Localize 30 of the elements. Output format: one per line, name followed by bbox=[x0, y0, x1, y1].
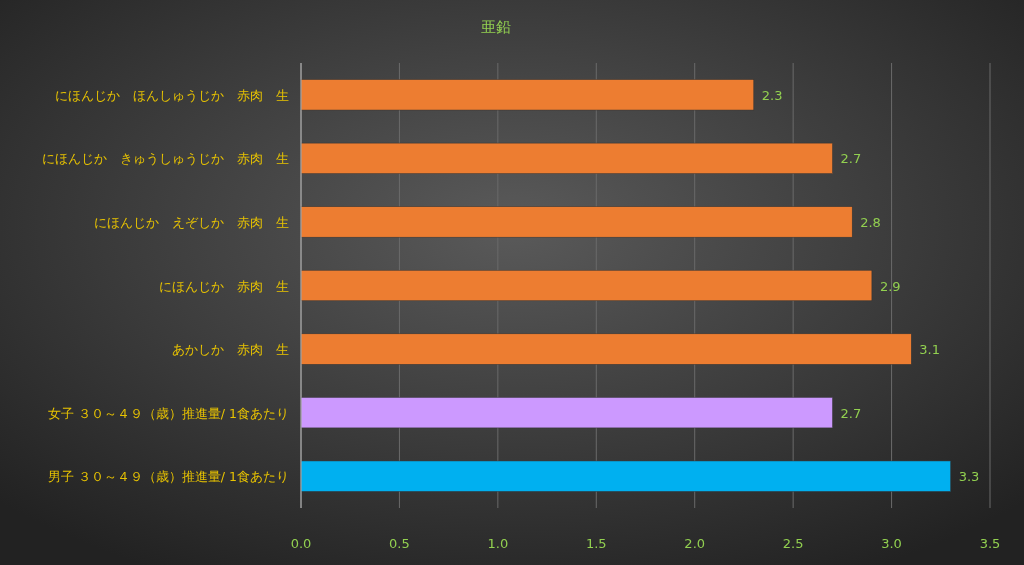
bar bbox=[300, 206, 853, 238]
bar bbox=[300, 460, 951, 492]
x-tick-label: 3.5 bbox=[979, 536, 1001, 551]
bar bbox=[300, 269, 873, 302]
data-label: 3.3 bbox=[958, 469, 980, 485]
y-tick-label: にほんじか ほんしゅうじか 赤肉 生 bbox=[55, 87, 289, 103]
x-tick-label: 0.0 bbox=[290, 536, 312, 551]
x-tick-label: 2.5 bbox=[782, 536, 804, 551]
y-tick-label: あかしか 赤肉 生 bbox=[172, 342, 289, 358]
x-tick-label: 0.5 bbox=[389, 536, 410, 551]
y-tick-label: にほんじか えぞしか 赤肉 生 bbox=[94, 214, 289, 230]
chart-title: 亜鉛 bbox=[480, 18, 511, 36]
data-label: 3.1 bbox=[919, 342, 940, 358]
y-tick-label: にほんじか きゅうしゅうじか 赤肉 生 bbox=[42, 151, 289, 167]
data-label: 2.3 bbox=[761, 87, 783, 103]
bar bbox=[300, 397, 833, 429]
y-tick-label: にほんじか 赤肉 生 bbox=[159, 278, 289, 294]
y-tick-label: 男子 ３０～４９（歳）推進量/ 1食あたり bbox=[47, 469, 289, 485]
data-label: 2.7 bbox=[840, 151, 862, 167]
data-label: 2.8 bbox=[860, 214, 881, 230]
x-tick-label: 2.0 bbox=[684, 536, 706, 551]
bar bbox=[300, 333, 912, 365]
x-tick-label: 1.0 bbox=[487, 536, 509, 551]
bar bbox=[300, 79, 755, 111]
bar bbox=[300, 142, 833, 174]
x-tick-label: 3.0 bbox=[881, 536, 902, 551]
data-label: 2.7 bbox=[840, 405, 862, 421]
x-tick-label: 1.5 bbox=[585, 536, 607, 551]
y-tick-label: 女子 ３０～４９（歳）推進量/ 1食あたり bbox=[47, 405, 289, 421]
data-label: 2.9 bbox=[879, 278, 901, 294]
